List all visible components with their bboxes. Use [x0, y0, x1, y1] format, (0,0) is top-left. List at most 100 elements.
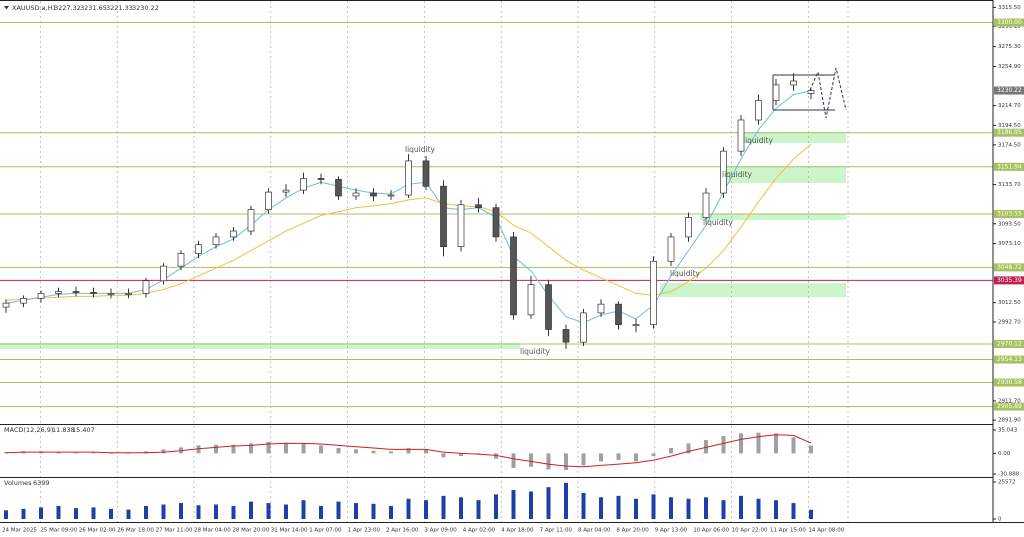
level-label-bg — [994, 18, 1024, 27]
frame — [0, 0, 1024, 523]
annotation: liquidity — [670, 269, 701, 278]
volume-bar — [686, 498, 691, 519]
volume-bar — [529, 491, 533, 519]
volume-bar — [144, 505, 148, 519]
y-tick-label: 25572 — [998, 480, 1016, 486]
zone — [720, 167, 846, 183]
volume-bar — [266, 503, 271, 519]
candle-body — [545, 284, 552, 330]
plot — [0, 1, 993, 522]
signal-value: 15.407 — [72, 426, 95, 434]
x-tick-label: 7 Apr 11:00 — [540, 528, 573, 534]
y-tick-label: 3214.70 — [998, 103, 1021, 109]
zone — [700, 214, 846, 220]
volume-bar — [494, 494, 498, 519]
candle-body — [597, 303, 605, 314]
macd-bar — [774, 433, 778, 454]
y-tick-label: 3012.50 — [998, 300, 1021, 306]
macd-bar — [494, 453, 498, 459]
y-tick-label: 0.00 — [998, 451, 1011, 457]
candle-body — [440, 185, 447, 248]
volume-bar — [214, 504, 218, 519]
volume-bar — [91, 507, 96, 519]
annotation: liquidity — [722, 170, 753, 179]
candle-body — [160, 265, 167, 282]
y-tick-label: -30.888 — [998, 472, 1020, 478]
y-tick-label: 3073.10 — [998, 241, 1021, 247]
volume-bar — [546, 487, 551, 519]
x-tick-label: 1 Apr 07:00 — [309, 528, 342, 534]
volume-value: 6399 — [33, 479, 50, 487]
volume-bar — [564, 482, 568, 519]
y-tick-label: 3275.30 — [998, 44, 1021, 50]
candle-body — [422, 160, 430, 187]
candle-body — [737, 119, 745, 152]
level-label-bg — [994, 128, 1024, 137]
candle-body — [387, 194, 395, 197]
candle-body — [90, 292, 97, 294]
candle-body — [475, 204, 482, 209]
macd-bar — [406, 448, 411, 454]
volume-bar — [616, 495, 621, 519]
volume-bar — [354, 503, 358, 519]
volume-bar — [179, 503, 183, 519]
candle-body — [370, 192, 377, 197]
candle-body — [615, 303, 622, 325]
macd-bar — [511, 453, 516, 469]
price-label: 3230.22 — [997, 87, 1022, 94]
candle-body — [527, 284, 535, 316]
x-tick-label: 27 Mar 11:00 — [156, 528, 193, 534]
volume-bar — [441, 495, 446, 519]
level-label-bg — [994, 378, 1024, 387]
x-tick-label: 26 Mar 02:00 — [79, 528, 116, 534]
price-label-bg — [994, 86, 1024, 95]
annotation: liquidity — [743, 136, 774, 145]
level-label: 2905.89 — [997, 403, 1022, 410]
macd-bar — [669, 448, 673, 454]
macd-bar — [301, 443, 306, 454]
macd-bar — [809, 445, 813, 454]
volume-bar — [161, 504, 166, 519]
x-tick-label: 26 Mar 18:00 — [117, 528, 154, 534]
volume-bar — [231, 505, 236, 519]
candle-body — [37, 293, 45, 299]
annotation: liquidity — [405, 145, 436, 154]
volume-bar — [774, 500, 778, 519]
pattern — [772, 67, 847, 119]
macd-bar — [354, 449, 358, 454]
x-tick-label: 31 Mar 14:00 — [271, 528, 308, 534]
volume-bar — [634, 498, 638, 519]
projection — [809, 67, 847, 119]
level-label: 3300.00 — [997, 19, 1022, 26]
candle-body — [282, 189, 290, 193]
macd-bar — [686, 443, 691, 454]
volume-bar — [371, 503, 376, 519]
macd-bar — [371, 450, 376, 454]
volume-bar — [39, 507, 43, 519]
macd-bar — [4, 452, 8, 454]
level-label: 2970.12 — [997, 340, 1022, 347]
macd-bar — [284, 442, 288, 454]
ohlc-low: 3221.33 — [106, 4, 133, 12]
candle-body — [107, 293, 115, 295]
candle-body — [195, 244, 202, 254]
candle-body — [755, 100, 762, 121]
candle-body — [352, 192, 360, 197]
macd-bar — [441, 453, 446, 458]
candle-body — [702, 192, 710, 218]
level-label-bg — [994, 263, 1024, 272]
volume-bar — [476, 500, 481, 519]
volume-bar — [704, 497, 708, 519]
level-label: 2954.13 — [997, 356, 1022, 363]
macd-bar — [424, 449, 428, 454]
candle-body — [580, 312, 587, 343]
macd-value: 11.838 — [52, 426, 75, 434]
macd-bar — [581, 453, 586, 466]
macd-bar — [721, 436, 726, 454]
candle-body — [142, 280, 150, 294]
zone — [0, 343, 520, 349]
macd-bar — [704, 440, 708, 454]
macd-bar — [56, 452, 61, 454]
macd-bar — [459, 453, 463, 457]
volume-bar — [791, 503, 796, 519]
